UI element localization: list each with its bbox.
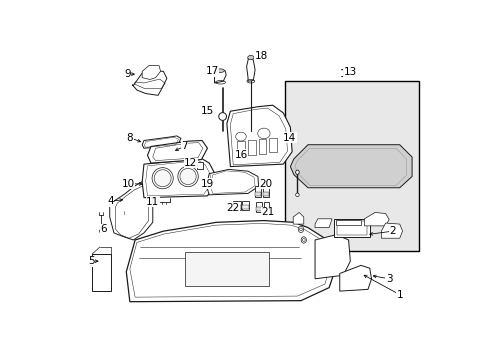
- Text: 17: 17: [205, 66, 218, 76]
- Bar: [247, 140, 255, 154]
- Polygon shape: [339, 265, 371, 291]
- Ellipse shape: [99, 229, 103, 233]
- Polygon shape: [226, 105, 291, 167]
- Ellipse shape: [247, 55, 253, 60]
- Text: 7: 7: [181, 141, 187, 152]
- Bar: [233, 201, 241, 210]
- Polygon shape: [142, 66, 160, 80]
- Bar: [336, 220, 360, 225]
- Polygon shape: [142, 136, 181, 148]
- Polygon shape: [109, 180, 152, 240]
- Ellipse shape: [152, 168, 173, 189]
- Polygon shape: [126, 221, 334, 302]
- Bar: [269, 138, 276, 153]
- Text: 21: 21: [261, 207, 274, 217]
- Text: 16: 16: [234, 150, 247, 159]
- Bar: [233, 206, 241, 209]
- Polygon shape: [381, 223, 402, 238]
- Text: 12: 12: [184, 158, 197, 168]
- Ellipse shape: [295, 193, 299, 197]
- Text: 22: 22: [226, 203, 239, 212]
- Text: 20: 20: [259, 179, 272, 189]
- Polygon shape: [314, 235, 349, 279]
- Text: 19: 19: [201, 179, 214, 189]
- Text: 2: 2: [388, 226, 395, 236]
- Polygon shape: [364, 212, 388, 226]
- Ellipse shape: [295, 170, 299, 174]
- Text: 13: 13: [340, 69, 353, 79]
- Text: 1: 1: [396, 290, 402, 300]
- Bar: [285, 81, 418, 251]
- Ellipse shape: [301, 237, 306, 243]
- Polygon shape: [293, 212, 303, 224]
- Bar: [258, 139, 266, 154]
- Bar: [237, 141, 244, 155]
- Bar: [263, 186, 269, 197]
- Polygon shape: [132, 71, 166, 95]
- Ellipse shape: [218, 113, 226, 120]
- Bar: [255, 192, 261, 196]
- Text: 15: 15: [201, 106, 214, 116]
- Polygon shape: [290, 145, 411, 188]
- Bar: [255, 202, 262, 212]
- Ellipse shape: [298, 226, 303, 233]
- Text: 8: 8: [126, 133, 133, 143]
- Polygon shape: [246, 57, 255, 81]
- Bar: [92, 254, 111, 291]
- Polygon shape: [214, 70, 225, 83]
- Bar: [334, 219, 369, 237]
- Bar: [263, 192, 269, 196]
- Text: 18: 18: [254, 51, 267, 61]
- Polygon shape: [147, 140, 207, 163]
- Text: 9: 9: [124, 69, 130, 79]
- Bar: [263, 202, 269, 211]
- Text: 4: 4: [107, 196, 114, 206]
- Text: 11: 11: [146, 197, 159, 207]
- Ellipse shape: [216, 69, 224, 72]
- Polygon shape: [142, 159, 215, 198]
- Text: 13: 13: [343, 67, 356, 77]
- Text: i: i: [123, 211, 125, 216]
- Text: 6: 6: [100, 224, 106, 234]
- Bar: [336, 221, 366, 235]
- Polygon shape: [206, 170, 258, 195]
- Bar: [184, 252, 269, 286]
- Text: 3: 3: [385, 274, 392, 284]
- Bar: [255, 207, 262, 211]
- Bar: [197, 162, 203, 170]
- Polygon shape: [314, 219, 331, 228]
- Bar: [255, 186, 261, 197]
- Bar: [241, 206, 249, 209]
- Text: 14: 14: [283, 133, 296, 143]
- Ellipse shape: [178, 166, 198, 187]
- Text: 10: 10: [121, 179, 134, 189]
- Text: 5: 5: [87, 256, 94, 266]
- Bar: [241, 201, 249, 210]
